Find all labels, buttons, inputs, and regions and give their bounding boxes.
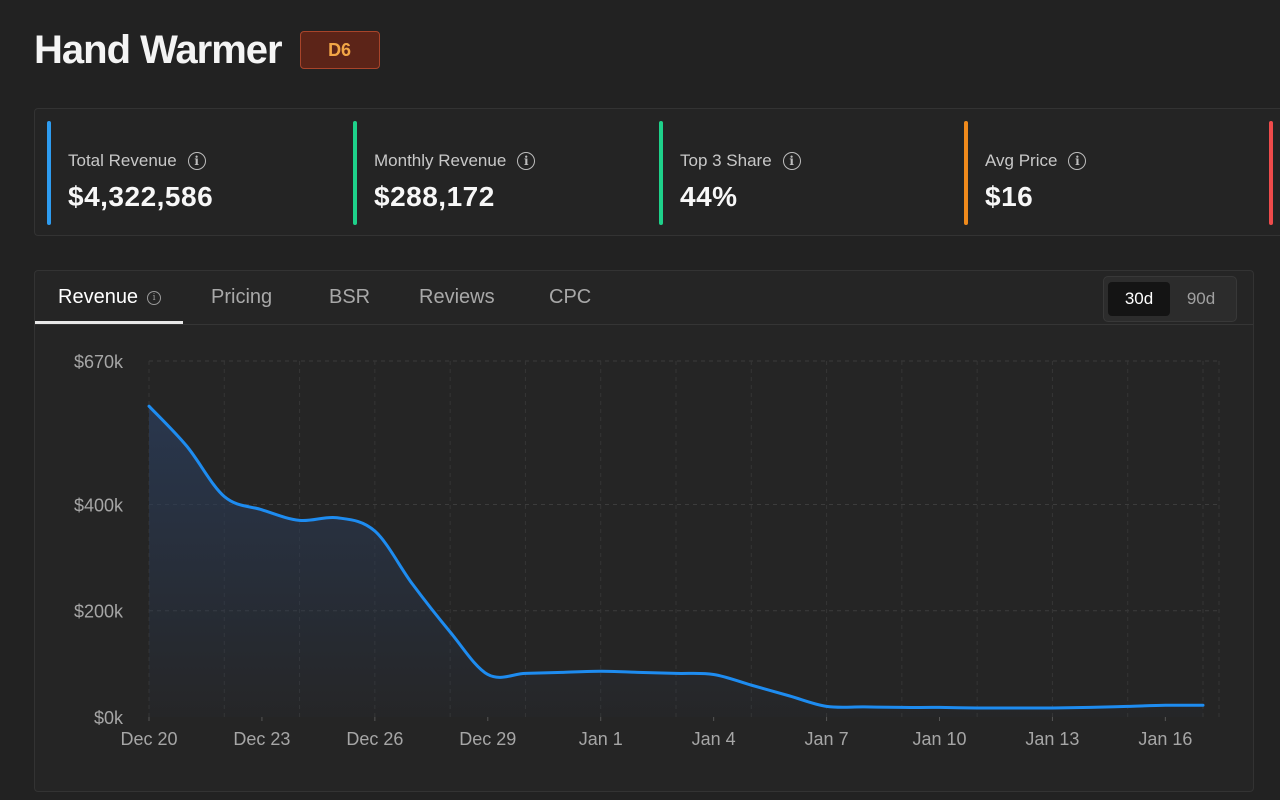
x-tick-label: Jan 10 xyxy=(912,729,966,749)
y-tick-label: $400k xyxy=(74,495,124,515)
stat-label: Total Revenue xyxy=(68,151,177,170)
stat-top3-share: Top 3 Share i 44% xyxy=(659,121,949,225)
y-tick-label: $670k xyxy=(74,352,124,372)
tab-label: CPC xyxy=(549,286,592,308)
stat-label: Top 3 Share xyxy=(680,151,772,170)
tab-label: Reviews xyxy=(419,286,495,308)
range-30d-button[interactable]: 30d xyxy=(1108,282,1170,316)
stat-accent-bar xyxy=(1269,121,1273,225)
tab-label: Revenue xyxy=(58,286,139,308)
x-tick-label: Jan 4 xyxy=(692,729,736,749)
info-icon[interactable]: i xyxy=(782,152,801,170)
stat-value: $4,322,586 xyxy=(68,181,214,212)
tab-bsr[interactable]: BSR xyxy=(329,286,370,309)
x-tick-label: Jan 7 xyxy=(805,729,849,749)
stat-accent-bar xyxy=(659,121,663,225)
tab-label: Pricing xyxy=(211,286,273,308)
stat-monthly-revenue: Monthly Revenue i $288,172 xyxy=(353,121,643,225)
stat-value: $288,172 xyxy=(374,181,495,212)
x-tick-label: Dec 20 xyxy=(120,729,177,749)
stats-card: Total Revenue i $4,322,586 Monthly Revenu… xyxy=(34,108,1280,236)
y-tick-label: $200k xyxy=(74,602,124,622)
stat-accent-bar xyxy=(964,121,968,225)
x-tick-label: Jan 13 xyxy=(1025,729,1079,749)
info-icon[interactable]: i xyxy=(147,290,162,305)
x-tick-label: Dec 23 xyxy=(233,729,290,749)
stat-label: Avg Price xyxy=(985,151,1058,170)
stat-accent-bar xyxy=(353,121,357,225)
stat-total-revenue: Total Revenue i $4,322,586 xyxy=(47,121,337,225)
category-badge: D6 xyxy=(299,31,380,69)
tab-reviews[interactable]: Reviews xyxy=(419,286,495,309)
stat-value: 44% xyxy=(680,181,738,212)
tab-bar: Revenue i Pricing BSR Reviews CPC 30d 90d xyxy=(35,271,1253,325)
tab-label: BSR xyxy=(329,286,371,308)
page-header: Hand Warmer D6 xyxy=(34,24,380,76)
stat-accent-bar xyxy=(47,121,51,225)
series-line xyxy=(147,404,1205,710)
x-tick-label: Dec 26 xyxy=(346,729,403,749)
info-icon[interactable]: i xyxy=(187,152,206,170)
tab-cpc[interactable]: CPC xyxy=(549,286,591,309)
active-tab-indicator xyxy=(35,321,183,324)
series-area xyxy=(149,406,1203,717)
info-icon[interactable]: i xyxy=(1068,152,1087,170)
stat-next xyxy=(1269,121,1280,225)
chart-panel: Revenue i Pricing BSR Reviews CPC 30d 90d… xyxy=(34,270,1254,792)
y-tick-label: $0k xyxy=(94,708,124,728)
info-icon[interactable]: i xyxy=(517,152,536,170)
tab-revenue[interactable]: Revenue i xyxy=(58,286,162,309)
revenue-chart: $0k $200k $400k $670k Dec 20 Dec 23 Dec 26 Dec … xyxy=(74,352,1220,749)
range-toggle: 30d 90d xyxy=(1103,276,1237,322)
stat-label: Monthly Revenue xyxy=(374,151,507,170)
stat-value: $16 xyxy=(985,181,1034,212)
page-title: Hand Warmer xyxy=(34,27,283,72)
range-90d-button[interactable]: 90d xyxy=(1186,289,1216,308)
x-tick-label: Jan 16 xyxy=(1138,729,1192,749)
x-tick-label: Dec 29 xyxy=(459,729,516,749)
tab-pricing[interactable]: Pricing xyxy=(211,286,272,309)
x-tick-label: Jan 1 xyxy=(579,729,623,749)
stat-avg-price: Avg Price i $16 xyxy=(964,121,1254,225)
